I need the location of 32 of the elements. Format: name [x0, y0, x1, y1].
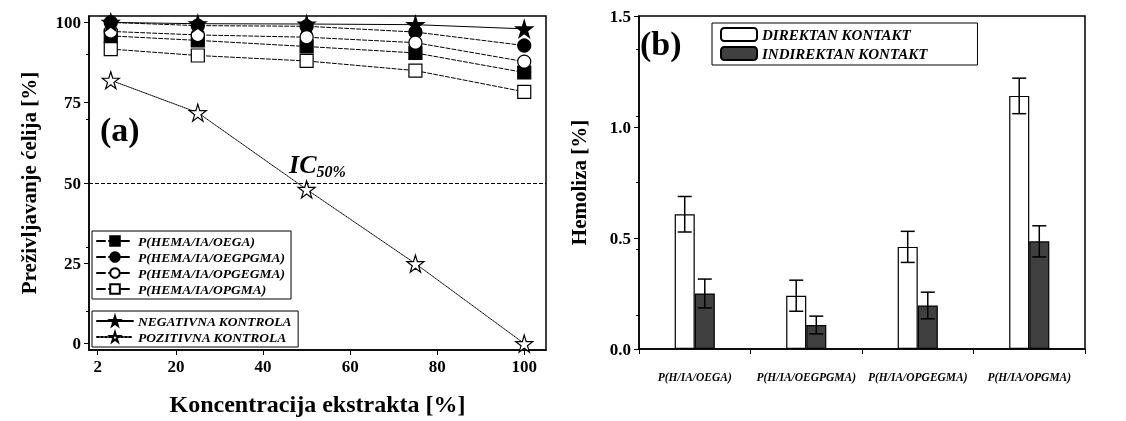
x-tick-label: 40 [254, 357, 272, 376]
y-tick-label: 0.0 [609, 339, 631, 359]
legend-label: POZITIVNA KONTROLA [138, 329, 287, 345]
y-tick-label: 100 [55, 12, 81, 32]
x-tick-label: P(H/IA/OEGPGMA) [756, 371, 857, 384]
annotation: (a) [100, 110, 140, 149]
legend-label: P(HEMA/IA/OEGA) [138, 233, 256, 249]
x-tick-label: 60 [341, 357, 359, 376]
y-tick-label: 0.5 [609, 228, 631, 248]
y-tick-label: 50 [64, 173, 81, 193]
x-tick-label: 80 [428, 357, 446, 376]
legend-label: P(HEMA/IA/OEGPGMA) [138, 249, 286, 265]
y-tick-label: 75 [64, 93, 81, 113]
legend-label: INDIREKTAN KONTAKT [761, 45, 929, 62]
x-tick-label: P(H/IA/OPGEGMA) [867, 371, 968, 384]
y-tick-label: 1.0 [609, 117, 631, 137]
x-tick-label: 100 [511, 357, 537, 376]
y-axis-title: Preživljavanje ćelija [%] [16, 71, 41, 295]
x-axis-title: Koncentracija ekstrakta [%] [169, 391, 466, 417]
y-axis-title: Hemoliza [%] [566, 119, 591, 246]
x-tick-label: P(H/IA/OPGMA) [987, 371, 1072, 384]
x-tick-label: P(H/IA/OEGA) [657, 371, 732, 384]
x-tick-label: 2 [93, 357, 102, 376]
legend-label: NEGATIVNA KONTROLA [137, 313, 292, 329]
legend-label: P(HEMA/IA/OPGMA) [138, 281, 267, 297]
y-tick-label: 1.5 [609, 6, 631, 26]
legend-label: P(HEMA/IA/OPGEGMA) [138, 265, 286, 281]
legend-label: DIREKTAN KONTAKT [761, 26, 912, 43]
y-tick-label: 25 [64, 253, 81, 273]
y-tick-label: 0 [72, 334, 81, 354]
annotation: (b) [640, 24, 682, 63]
x-tick-label: 20 [167, 357, 185, 376]
